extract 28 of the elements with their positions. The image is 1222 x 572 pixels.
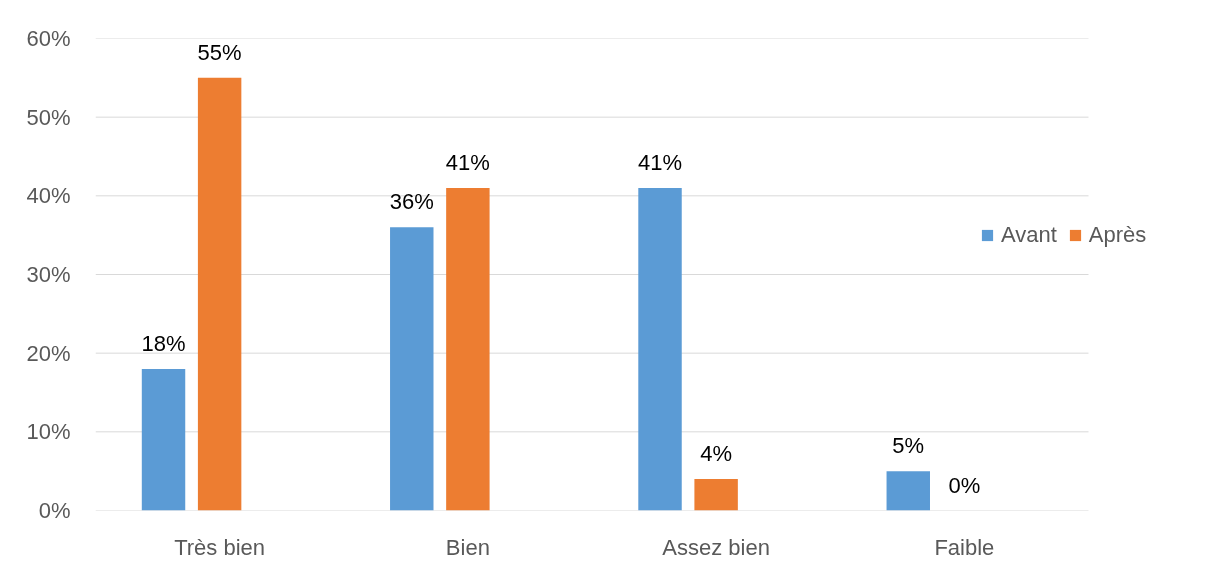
- data-label: 41%: [445, 149, 490, 175]
- data-label: 5%: [892, 433, 925, 459]
- data-label: 0%: [948, 472, 981, 498]
- bar: [638, 187, 682, 511]
- data-label: 41%: [638, 149, 683, 175]
- y-tick-label: 20%: [26, 340, 71, 366]
- legend-label: Avant: [1001, 222, 1057, 248]
- bar: [694, 479, 738, 511]
- y-tick-label: 10%: [26, 419, 71, 445]
- data-label: 36%: [389, 189, 434, 215]
- bar: [446, 187, 490, 511]
- legend-label: Après: [1088, 222, 1147, 248]
- data-label: 55%: [197, 39, 242, 65]
- bar: [886, 471, 930, 511]
- y-tick-label: 40%: [26, 183, 71, 209]
- y-tick-label: 60%: [26, 26, 71, 51]
- y-tick-label: 0%: [38, 498, 71, 523]
- x-tick-label: Faible: [934, 534, 995, 560]
- bar: [390, 227, 434, 511]
- y-tick-label: 50%: [26, 104, 71, 130]
- y-tick-label: 30%: [26, 262, 71, 287]
- data-label: 4%: [700, 441, 733, 467]
- data-label: 18%: [141, 330, 186, 356]
- bar: [141, 368, 186, 511]
- bar: [197, 77, 242, 511]
- x-tick-label: Bien: [445, 534, 490, 560]
- x-tick-label: Très bien: [174, 534, 266, 560]
- x-tick-label: Assez bien: [662, 534, 770, 560]
